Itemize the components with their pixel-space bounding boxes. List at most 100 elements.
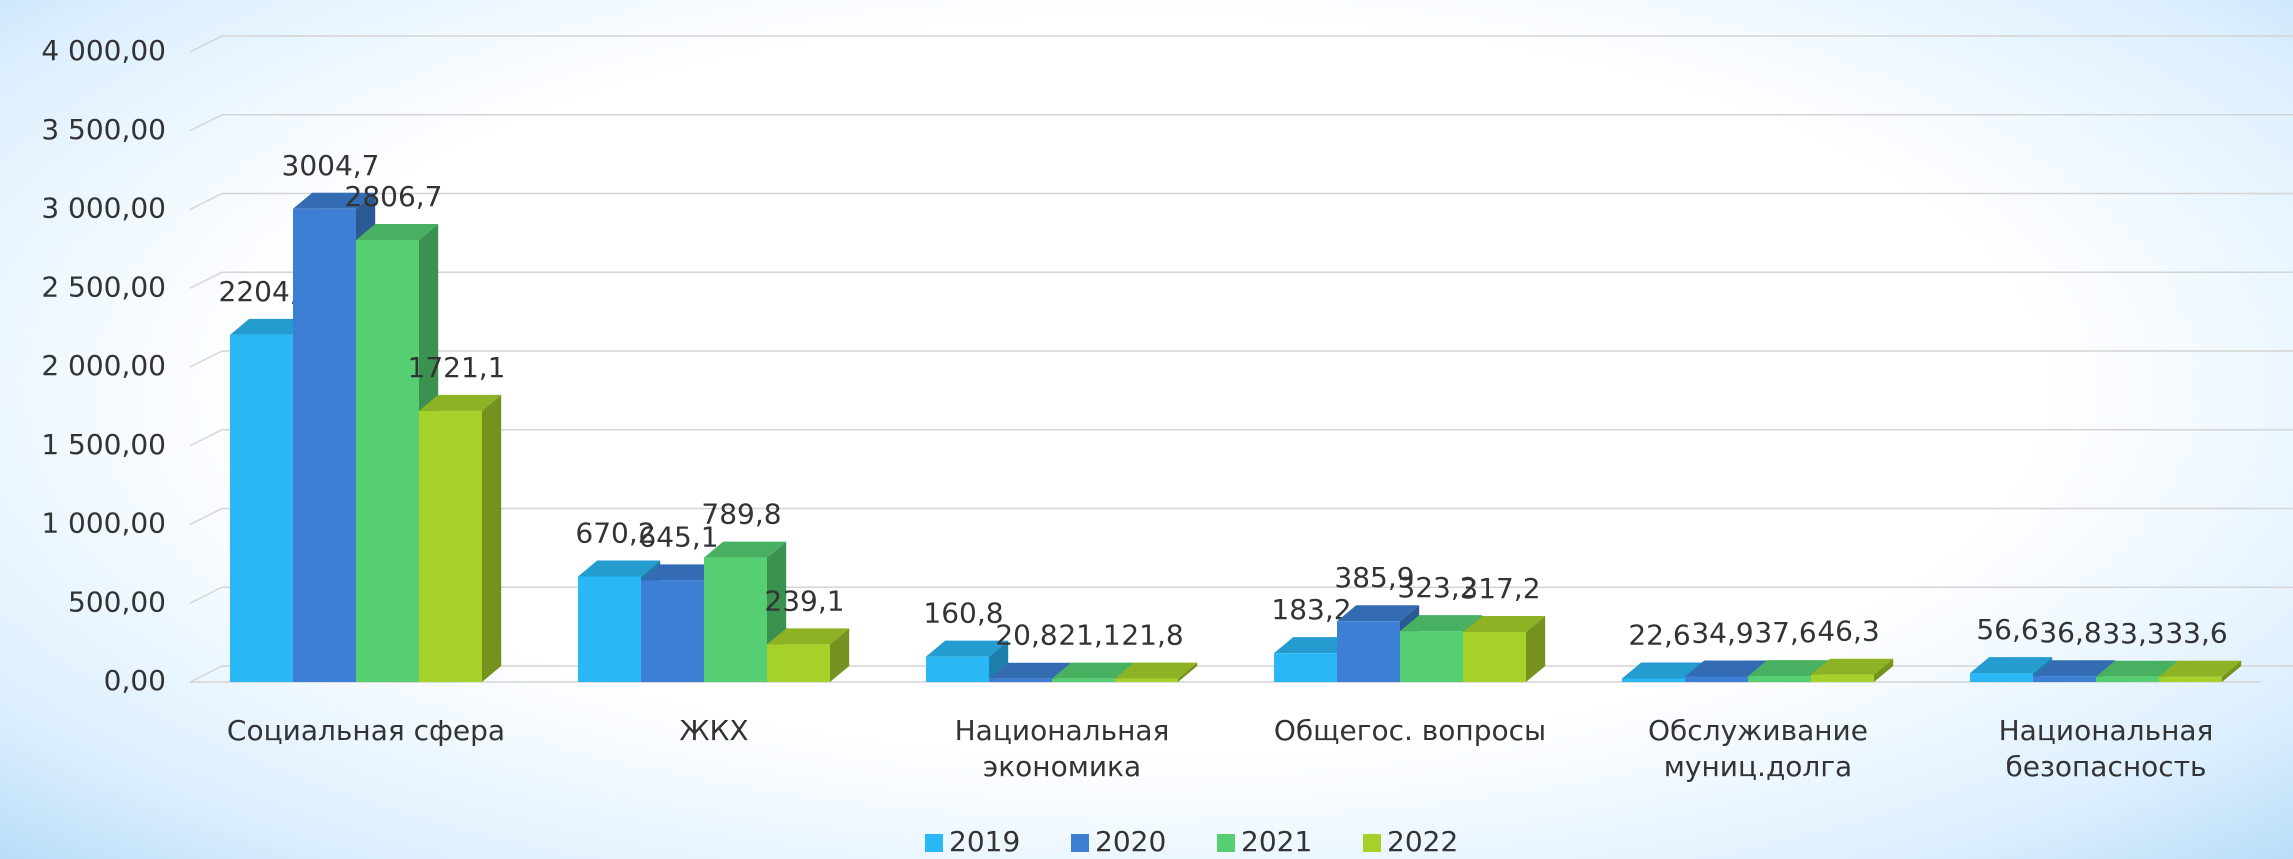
value-label: 1721,1 [408,351,506,384]
bar-top [419,394,502,411]
grid-line [189,192,223,211]
bar-side [1874,658,1894,682]
bar-top [1970,657,2053,674]
legend-swatch [1071,834,1089,852]
bar-top [1337,605,1420,622]
legend-label: 2022 [1387,825,1458,858]
bar-side [482,394,502,682]
x-tick-label: ЖКХ [679,714,748,747]
bar [2159,676,2222,682]
grid-line [189,586,223,604]
y-tick-label: 4 000,00 [41,34,166,67]
bar-top [926,640,1009,657]
value-label: 2806,7 [345,180,443,213]
bar [1811,674,1874,682]
bar-top [1811,658,1894,675]
bar [578,576,641,682]
legend-swatch [925,834,943,852]
bar-top [230,318,313,335]
bar [1400,631,1463,682]
value-label: 20,8 [995,619,1057,652]
value-label: 36,8 [2039,616,2101,649]
bar [230,334,293,682]
bar [1052,678,1115,682]
value-label: 33,6 [2165,617,2227,650]
bar-top [356,223,439,240]
bar [2096,676,2159,682]
value-label: 670,2 [575,516,655,549]
y-tick-label: 500,00 [68,585,166,618]
value-label: 645,1 [638,520,718,553]
y-tick-label: 0,00 [104,664,166,697]
bar-top [1622,662,1705,679]
bar-top [2159,660,2242,677]
bar [704,557,767,682]
bar [1463,632,1526,682]
value-label: 160,8 [923,597,1003,630]
value-label: 37,6 [1754,616,1816,649]
legend-label: 2020 [1095,825,1166,858]
bar [1274,653,1337,682]
bar [1337,621,1400,682]
bar-top [641,564,724,581]
bar-top [1052,662,1135,679]
bar [767,644,830,682]
value-label: 21,1 [1058,619,1120,652]
x-tick-label: Обслуживание муниц.долга [1648,714,1868,783]
value-label: 323,2 [1397,571,1477,604]
legend-label: 2021 [1241,825,1312,858]
bar-top [1274,637,1357,654]
y-tick-label: 1 000,00 [41,507,166,540]
bar-top [1400,615,1483,632]
bar [1748,676,1811,682]
bar-top [1115,662,1198,679]
bar [1115,678,1178,682]
bar-top [989,662,1072,679]
grid-line [189,35,223,53]
value-label: 46,3 [1817,615,1879,648]
value-label: 33,3 [2102,617,2164,650]
y-tick-label: 1 500,00 [41,428,166,461]
grid-line [189,350,223,368]
bar-top [767,628,850,645]
grid-line [189,271,223,289]
bar [2033,676,2096,682]
bar [293,208,356,682]
value-label: 56,6 [1976,613,2038,646]
bar-top [1748,660,1831,677]
bar-top [293,192,376,209]
value-label: 317,2 [1460,572,1540,605]
bar-side [1526,616,1546,682]
bar [989,678,1052,682]
bar-top [2033,660,2116,677]
bar-side [989,640,1009,682]
bar [926,656,989,682]
grid-line [189,507,223,526]
grid-line [189,665,223,683]
value-label: 34,9 [1691,617,1753,650]
y-tick-label: 2 500,00 [41,270,166,303]
value-label: 3004,7 [282,149,380,182]
value-label: 239,1 [764,584,844,617]
value-label: 22,6 [1628,618,1690,651]
bar [1970,673,2033,682]
bar-top [1685,660,1768,677]
x-tick-label: Национальная безопасность [1999,714,2214,783]
bar [356,239,419,682]
bar-side [830,628,850,682]
legend-swatch [1217,834,1235,852]
value-label: 385,9 [1334,561,1414,594]
bar-side [2222,660,2242,682]
bar-side [1178,662,1198,682]
bar [419,410,482,682]
y-tick-label: 3 000,00 [41,192,166,225]
legend-swatch [1363,834,1381,852]
bar-top [578,560,661,577]
value-label: 789,8 [701,498,781,531]
bar-top [704,541,787,558]
bar [1685,676,1748,682]
legend-label: 2019 [949,825,1020,858]
y-tick-label: 2 000,00 [41,349,166,382]
y-tick-label: 3 500,00 [41,113,166,146]
